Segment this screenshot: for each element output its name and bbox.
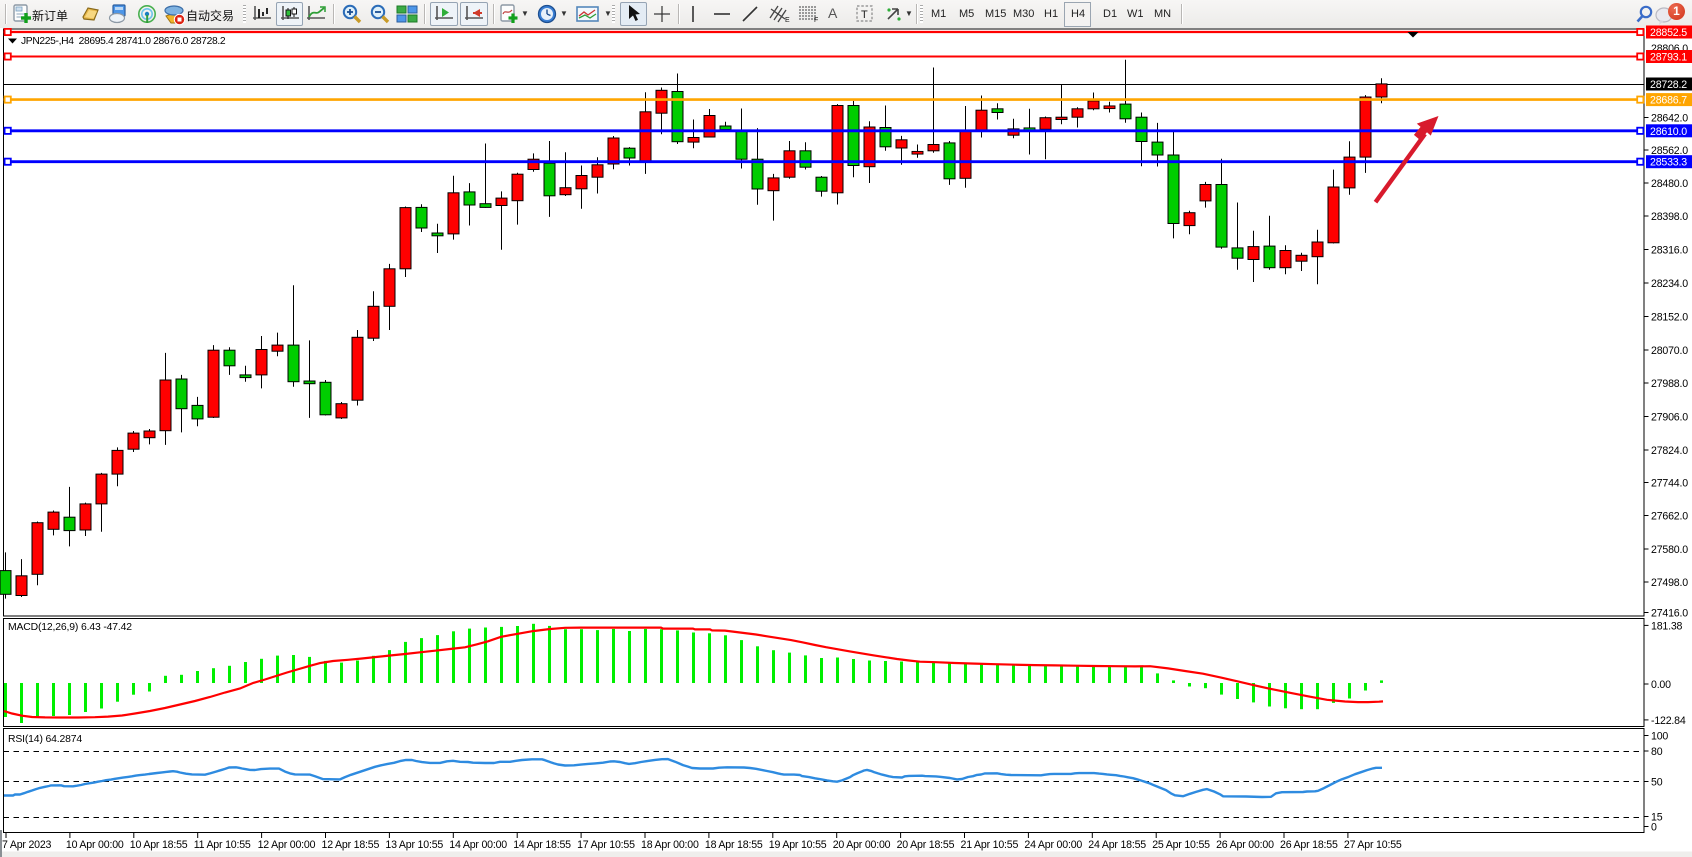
- svg-text:-122.84: -122.84: [1651, 715, 1686, 727]
- svg-text:24 Apr 00:00: 24 Apr 00:00: [1024, 839, 1082, 851]
- svg-text:17 Apr 10:55: 17 Apr 10:55: [577, 839, 635, 851]
- svg-text:MACD(12,26,9) 6.43 -47.42: MACD(12,26,9) 6.43 -47.42: [8, 622, 132, 633]
- svg-text:27662.0: 27662.0: [1651, 511, 1688, 523]
- svg-text:28480.0: 28480.0: [1651, 178, 1688, 190]
- svg-text:26 Apr 18:55: 26 Apr 18:55: [1280, 839, 1338, 851]
- svg-text:10 Apr 18:55: 10 Apr 18:55: [130, 839, 188, 851]
- svg-text:20 Apr 00:00: 20 Apr 00:00: [833, 839, 891, 851]
- svg-text:27580.0: 27580.0: [1651, 544, 1688, 556]
- svg-text:15: 15: [1651, 812, 1663, 824]
- svg-text:JPN225-,H4 28695.4 28741.0 28: JPN225-,H4 28695.4 28741.0 28676.0 28728…: [21, 36, 226, 47]
- svg-text:14 Apr 00:00: 14 Apr 00:00: [449, 839, 507, 851]
- svg-text:14 Apr 18:55: 14 Apr 18:55: [513, 839, 571, 851]
- svg-text:28610.0: 28610.0: [1650, 126, 1687, 138]
- svg-text:10 Apr 00:00: 10 Apr 00:00: [66, 839, 124, 851]
- svg-text:18 Apr 00:00: 18 Apr 00:00: [641, 839, 699, 851]
- svg-text:T: T: [861, 9, 868, 21]
- svg-text:28398.0: 28398.0: [1651, 211, 1688, 223]
- svg-text:F: F: [814, 17, 818, 24]
- svg-text:28070.0: 28070.0: [1651, 345, 1688, 357]
- svg-text:28152.0: 28152.0: [1651, 312, 1688, 324]
- svg-text:12 Apr 00:00: 12 Apr 00:00: [258, 839, 316, 851]
- svg-text:E: E: [785, 17, 790, 24]
- svg-text:28793.1: 28793.1: [1650, 52, 1687, 64]
- svg-text:27906.0: 27906.0: [1651, 412, 1688, 424]
- svg-text:28686.7: 28686.7: [1650, 95, 1687, 107]
- svg-text:11 Apr 10:55: 11 Apr 10:55: [194, 839, 251, 851]
- svg-text:28316.0: 28316.0: [1651, 245, 1688, 257]
- svg-text:13 Apr 10:55: 13 Apr 10:55: [385, 839, 443, 851]
- svg-text:7 Apr 2023: 7 Apr 2023: [2, 839, 52, 851]
- svg-text:19 Apr 10:55: 19 Apr 10:55: [769, 839, 827, 851]
- svg-text:12 Apr 18:55: 12 Apr 18:55: [322, 839, 380, 851]
- svg-text:0: 0: [1651, 822, 1657, 834]
- svg-text:18 Apr 18:55: 18 Apr 18:55: [705, 839, 763, 851]
- svg-text:80: 80: [1651, 746, 1663, 758]
- svg-text:RSI(14) 64.2874: RSI(14) 64.2874: [8, 734, 82, 745]
- svg-text:28562.0: 28562.0: [1651, 145, 1688, 157]
- svg-text:0.00: 0.00: [1651, 679, 1671, 691]
- svg-text:27498.0: 27498.0: [1651, 577, 1688, 589]
- svg-text:25 Apr 10:55: 25 Apr 10:55: [1152, 839, 1210, 851]
- svg-text:27744.0: 27744.0: [1651, 478, 1688, 490]
- svg-text:27988.0: 27988.0: [1651, 378, 1688, 390]
- svg-text:100: 100: [1651, 731, 1668, 743]
- svg-text:27824.0: 27824.0: [1651, 445, 1688, 457]
- svg-text:21 Apr 10:55: 21 Apr 10:55: [961, 839, 1019, 851]
- svg-text:27416.0: 27416.0: [1651, 608, 1688, 620]
- svg-text:24 Apr 18:55: 24 Apr 18:55: [1088, 839, 1146, 851]
- svg-text:28642.0: 28642.0: [1651, 113, 1688, 125]
- svg-text:50: 50: [1651, 777, 1663, 789]
- svg-text:28533.3: 28533.3: [1650, 157, 1687, 169]
- svg-text:28234.0: 28234.0: [1651, 278, 1688, 290]
- svg-text:20 Apr 18:55: 20 Apr 18:55: [897, 839, 955, 851]
- svg-text:27 Apr 10:55: 27 Apr 10:55: [1344, 839, 1402, 851]
- svg-text:28728.2: 28728.2: [1650, 79, 1687, 91]
- svg-text:26 Apr 00:00: 26 Apr 00:00: [1216, 839, 1274, 851]
- svg-text:181.38: 181.38: [1651, 620, 1683, 632]
- svg-text:28852.5: 28852.5: [1650, 27, 1687, 39]
